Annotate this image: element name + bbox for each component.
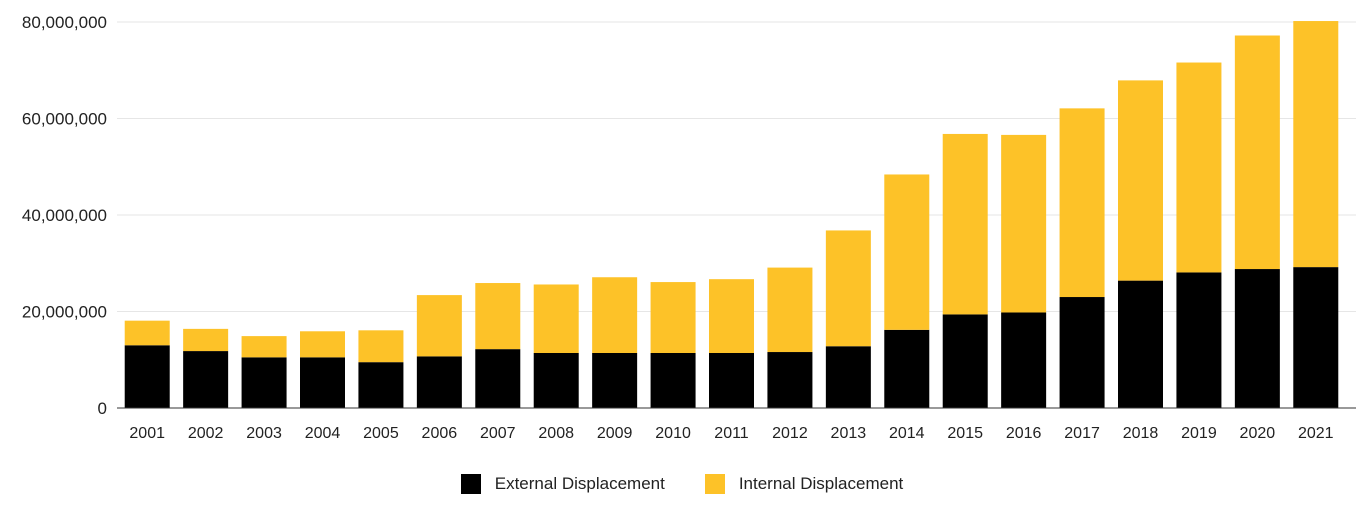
bar-external-displacement[interactable] — [767, 352, 813, 408]
bar-external-displacement[interactable] — [300, 357, 345, 408]
bar-external-displacement[interactable] — [1234, 269, 1280, 408]
bar-external-displacement[interactable] — [1059, 297, 1105, 408]
x-tick-label: 2020 — [1240, 425, 1276, 442]
x-tick-label: 2013 — [831, 425, 867, 442]
bar-external-displacement[interactable] — [416, 356, 462, 408]
legend-swatch-internal — [704, 474, 725, 494]
chart-legend: External Displacement Internal Displacem… — [0, 474, 1356, 494]
bar-external-displacement[interactable] — [1176, 272, 1222, 408]
y-tick-label: 0 — [98, 399, 107, 418]
bar-internal-displacement[interactable] — [650, 282, 696, 353]
chart-plot-area: 0 20,000,000 40,000,000 60,000,000 80,000,00… — [22, 13, 1356, 442]
bar-internal-displacement[interactable] — [416, 295, 462, 357]
bar-internal-displacement[interactable] — [358, 330, 404, 363]
bar-external-displacement[interactable] — [358, 362, 404, 408]
bar-external-displacement[interactable] — [709, 352, 754, 408]
x-tick-label: 2003 — [246, 425, 282, 442]
x-tick-label: 2004 — [305, 425, 341, 442]
x-tick-label: 2007 — [480, 425, 516, 442]
bar-external-displacement[interactable] — [825, 346, 871, 408]
bar-external-displacement[interactable] — [124, 345, 170, 408]
bar-internal-displacement[interactable] — [183, 328, 229, 352]
bar-external-displacement[interactable] — [1118, 280, 1163, 408]
bar-external-displacement[interactable] — [183, 351, 229, 408]
x-tick-label: 2010 — [655, 425, 691, 442]
legend-item-internal[interactable]: Internal Displacement — [704, 474, 904, 494]
legend-label-internal: Internal Displacement — [738, 474, 904, 493]
bar-internal-displacement[interactable] — [884, 174, 930, 330]
x-tick-label: 2016 — [1006, 425, 1042, 442]
x-tick-label: 2005 — [363, 425, 399, 442]
x-tick-label: 2018 — [1123, 425, 1159, 442]
x-tick-label: 2002 — [188, 425, 224, 442]
bar-external-displacement[interactable] — [650, 352, 696, 408]
x-tick-label: 2006 — [422, 425, 458, 442]
x-tick-label: 2014 — [889, 425, 925, 442]
legend-item-external[interactable]: External Displacement — [460, 474, 665, 494]
bar-external-displacement[interactable] — [1001, 312, 1047, 408]
bar-external-displacement[interactable] — [475, 349, 521, 408]
x-tick-label: 2001 — [129, 425, 165, 442]
legend-label-external: External Displacement — [494, 474, 665, 493]
bar-internal-displacement[interactable] — [241, 336, 287, 358]
y-tick-label: 60,000,000 — [22, 110, 107, 129]
bar-external-displacement[interactable] — [942, 314, 988, 408]
bar-internal-displacement[interactable] — [1059, 108, 1105, 298]
bar-internal-displacement[interactable] — [1001, 134, 1047, 313]
bar-internal-displacement[interactable] — [1234, 35, 1280, 270]
bar-internal-displacement[interactable] — [942, 133, 988, 315]
bar-external-displacement[interactable] — [1293, 267, 1339, 408]
legend-swatch-external — [460, 474, 481, 494]
y-tick-label: 80,000,000 — [22, 13, 107, 32]
bar-internal-displacement[interactable] — [709, 279, 754, 353]
bar-internal-displacement[interactable] — [825, 230, 871, 347]
x-tick-label: 2021 — [1298, 425, 1334, 442]
bar-internal-displacement[interactable] — [1118, 80, 1163, 281]
y-tick-label: 40,000,000 — [22, 206, 107, 225]
bar-external-displacement[interactable] — [533, 352, 579, 408]
bar-internal-displacement[interactable] — [767, 267, 813, 353]
bar-internal-displacement[interactable] — [1176, 62, 1222, 273]
bar-internal-displacement[interactable] — [592, 277, 638, 353]
bar-external-displacement[interactable] — [884, 329, 930, 408]
bar-internal-displacement[interactable] — [124, 320, 170, 346]
bar-external-displacement[interactable] — [592, 352, 638, 408]
bar-external-displacement[interactable] — [241, 357, 287, 408]
x-tick-label: 2011 — [714, 425, 749, 442]
x-tick-label: 2009 — [597, 425, 633, 442]
x-tick-label: 2008 — [538, 425, 574, 442]
bar-internal-displacement[interactable] — [475, 283, 521, 350]
x-tick-label: 2017 — [1064, 425, 1100, 442]
y-tick-label: 20,000,000 — [22, 303, 107, 322]
bar-internal-displacement[interactable] — [1293, 21, 1339, 268]
bar-internal-displacement[interactable] — [533, 284, 579, 353]
x-tick-label: 2015 — [947, 425, 983, 442]
bar-internal-displacement[interactable] — [300, 331, 345, 358]
x-tick-label: 2019 — [1181, 425, 1217, 442]
x-tick-label: 2012 — [772, 425, 808, 442]
